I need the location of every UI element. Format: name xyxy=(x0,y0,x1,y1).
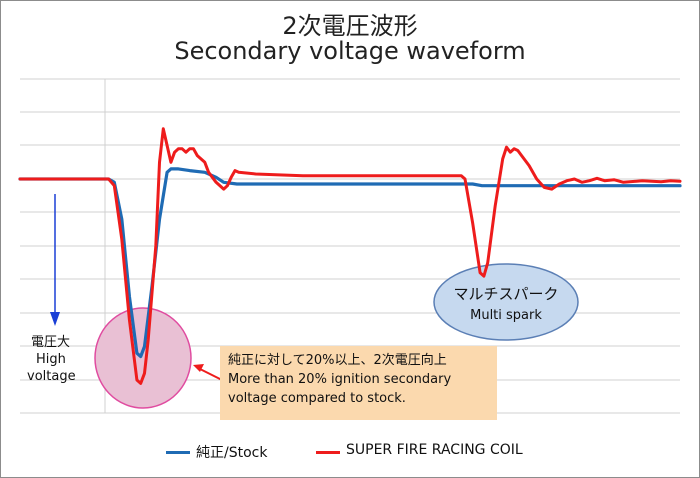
legend-swatch-stock xyxy=(166,451,190,454)
arrow-down-icon xyxy=(50,312,60,326)
chart-title-en: Secondary voltage waveform xyxy=(174,37,526,65)
callout-box: 純正に対して20%以上、2次電圧向上 More than 20% ignitio… xyxy=(220,346,497,420)
legend-swatch-super-fire-racing-coil xyxy=(316,451,340,454)
series-line-stock xyxy=(18,167,682,359)
multi-spark-label-jp: マルチスパーク xyxy=(453,285,559,303)
chart-legend: 純正/Stock SUPER FIRE RACING COIL xyxy=(0,440,700,464)
callout-pointer-shaft xyxy=(199,368,223,381)
highlight-circle xyxy=(94,307,192,409)
series-lines xyxy=(18,127,682,385)
legend-label-stock: 純正/Stock xyxy=(196,445,268,461)
high-voltage-label-en-1: High xyxy=(36,352,66,367)
multi-spark-ellipse xyxy=(433,263,579,341)
callout-text-en-2: voltage compared to stock. xyxy=(228,391,406,406)
multi-spark-label-en: Multi spark xyxy=(470,308,542,323)
callout-text-jp: 純正に対して20%以上、2次電圧向上 xyxy=(228,353,447,368)
callout-pointer xyxy=(193,364,223,381)
high-voltage-label-en-2: voltage xyxy=(27,369,76,384)
callout-pointer-head-icon xyxy=(193,364,204,372)
legend-label-super-fire-racing-coil: SUPER FIRE RACING COIL xyxy=(346,442,523,458)
high-voltage-label-jp: 電圧大 xyxy=(31,335,71,350)
series-line-super-fire-racing-coil xyxy=(18,127,682,385)
callout-text-en-1: More than 20% ignition secondary xyxy=(228,372,452,387)
high-voltage-arrow xyxy=(50,194,60,326)
chart-title-jp: 2次電圧波形 xyxy=(282,12,418,40)
